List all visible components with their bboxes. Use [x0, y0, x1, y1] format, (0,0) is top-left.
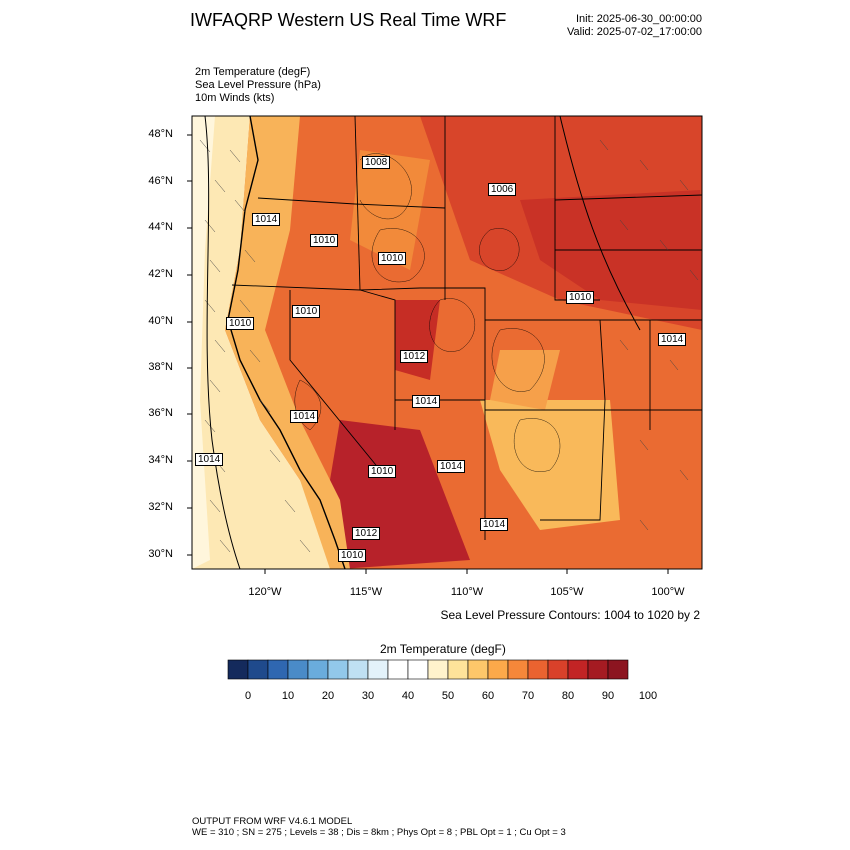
colorbar-swatch	[267, 659, 289, 680]
valid-time: Valid: 2025-07-02_17:00:00	[567, 26, 702, 38]
lon-tick-100: 100°W	[651, 586, 685, 598]
colorbar-swatch	[447, 659, 469, 680]
colorbar-label: 10	[281, 690, 295, 702]
colorbar-swatch	[467, 659, 489, 680]
colorbar-swatch	[527, 659, 549, 680]
colorbar-title: 2m Temperature (degF)	[380, 642, 506, 656]
cool-region-colorado	[490, 350, 560, 410]
plot-title: IWFAQRP Western US Real Time WRF	[190, 10, 507, 30]
colorbar-label: 0	[244, 690, 252, 702]
colorbar-swatch	[487, 659, 509, 680]
slp-label: 1014	[252, 213, 281, 226]
colorbar-swatch	[347, 659, 369, 680]
coastal-region	[225, 116, 350, 569]
coastline	[227, 116, 346, 569]
colorbar-swatch	[307, 659, 329, 680]
field-pressure: Sea Level Pressure (hPa)	[195, 79, 321, 91]
lon-tick-120: 120°W	[248, 586, 282, 598]
slp-label: 1010	[566, 291, 595, 304]
lat-tick-34: 34°N	[148, 454, 173, 466]
colorbar-swatch	[547, 659, 569, 680]
contour-note: Sea Level Pressure Contours: 1004 to 102…	[440, 608, 701, 622]
slp-label: 1010	[292, 305, 321, 318]
colorbar-swatch	[567, 659, 589, 680]
slp-label: 1014	[658, 333, 687, 346]
model-footer: OUTPUT FROM WRF V4.6.1 MODEL WE = 310 ; …	[192, 816, 566, 838]
ocean-region	[192, 116, 350, 569]
map-frame	[191, 115, 703, 570]
lat-tick-40: 40°N	[148, 315, 173, 327]
colorbar-swatch	[327, 659, 349, 680]
slp-label: 1012	[352, 527, 381, 540]
lat-tick-44: 44°N	[148, 221, 173, 233]
colorbar-swatch	[247, 659, 269, 680]
lon-tick-110: 110°W	[450, 586, 484, 598]
slp-label: 1014	[412, 395, 441, 408]
slp-label: 1010	[338, 549, 367, 562]
lat-tick-30: 30°N	[148, 548, 173, 560]
slp-label: 1008	[362, 156, 391, 169]
colorbar-swatch	[587, 659, 609, 680]
init-valid-times: Init: 2025-06-30_00:00:00 Valid: 2025-07…	[567, 13, 702, 39]
colorbar-label: 80	[561, 690, 575, 702]
slp-label: 1010	[226, 317, 255, 330]
colorbar-label: 90	[601, 690, 615, 702]
lat-tick-42: 42°N	[148, 268, 173, 280]
pressure-isobars	[204, 116, 641, 569]
slp-label: 1014	[290, 410, 319, 423]
slp-label: 1012	[400, 350, 429, 363]
footer-config: WE = 310 ; SN = 275 ; Levels = 38 ; Dis …	[192, 827, 566, 838]
colorbar-label: 40	[401, 690, 415, 702]
slp-label: 1010	[310, 234, 339, 247]
slp-label: 1014	[480, 518, 509, 531]
slp-label: 1010	[368, 465, 397, 478]
field-winds: 10m Winds (kts)	[195, 92, 275, 104]
lat-tick-36: 36°N	[148, 407, 173, 419]
lat-tick-48: 48°N	[148, 128, 173, 140]
colorbar-label: 70	[521, 690, 535, 702]
footer-model: OUTPUT FROM WRF V4.6.1 MODEL	[192, 816, 353, 827]
lat-tick-46: 46°N	[148, 175, 173, 187]
colorbar-swatch	[407, 659, 429, 680]
colorbar-label: 100	[638, 690, 658, 702]
colorbar-swatch	[387, 659, 409, 680]
field-list: 2m Temperature (degF) Sea Level Pressure…	[195, 66, 321, 105]
lat-tick-32: 32°N	[148, 501, 173, 513]
colorbar-label: 30	[361, 690, 375, 702]
init-time: Init: 2025-06-30_00:00:00	[576, 13, 702, 25]
colorbar-label: 60	[481, 690, 495, 702]
colorbar-swatch	[607, 659, 629, 680]
colorbar-swatch	[227, 659, 249, 680]
lon-tick-115: 115°W	[349, 586, 383, 598]
field-temperature: 2m Temperature (degF)	[195, 66, 311, 78]
lon-tick-105: 105°W	[550, 586, 584, 598]
axis-ticks	[187, 134, 669, 574]
colorbar-swatch	[427, 659, 449, 680]
temperature-contours	[294, 153, 561, 472]
state-borders	[231, 116, 702, 540]
slp-label: 1014	[437, 460, 466, 473]
slp-label: 1006	[488, 183, 517, 196]
slp-label: 1014	[195, 453, 224, 466]
colorbar-label: 20	[321, 690, 335, 702]
colorbar-swatch	[507, 659, 529, 680]
wind-barbs	[199, 139, 699, 553]
lat-tick-38: 38°N	[148, 361, 173, 373]
slp-label: 1010	[378, 252, 407, 265]
colorbar-swatch	[367, 659, 389, 680]
colorbar-label: 50	[441, 690, 455, 702]
colorbar-swatch	[287, 659, 309, 680]
